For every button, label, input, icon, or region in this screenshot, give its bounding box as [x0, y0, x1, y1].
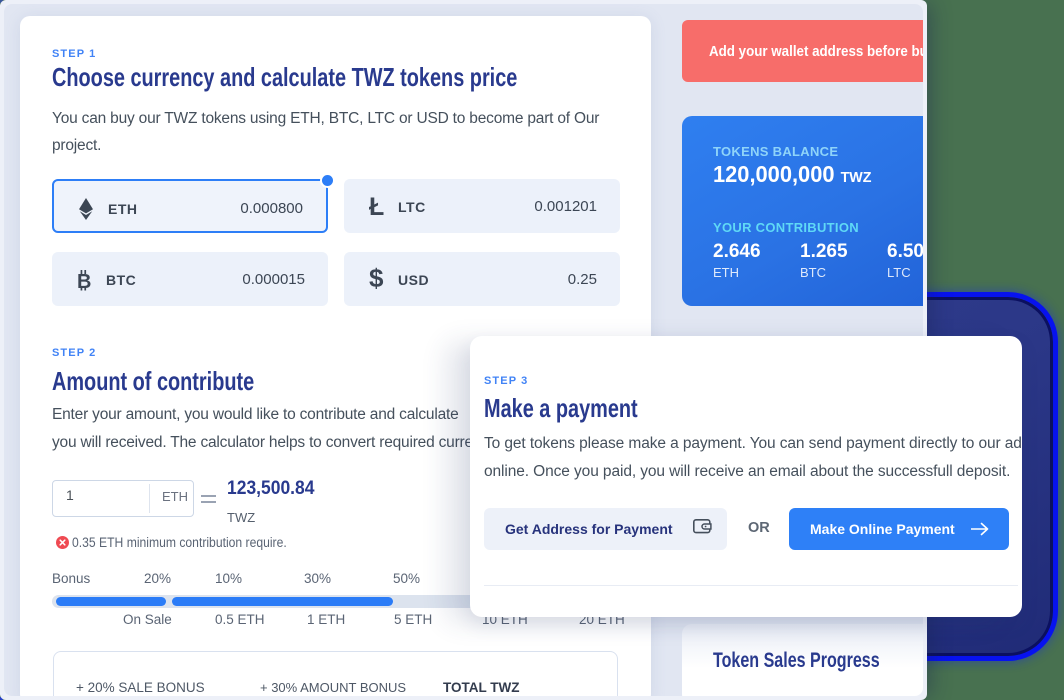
svg-text:Ł: Ł	[369, 194, 384, 218]
svg-text:$: $	[369, 265, 384, 291]
svg-text:B: B	[77, 271, 91, 291]
